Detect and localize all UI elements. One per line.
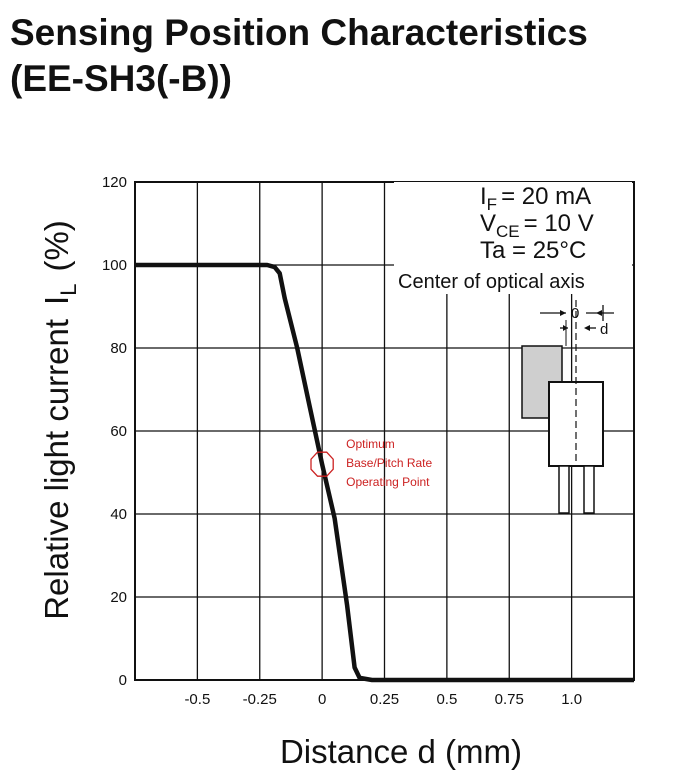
- condition-vce: VCE = 10 V: [480, 210, 594, 241]
- y-tick-label: 20: [110, 589, 127, 606]
- y-tick-label: 0: [119, 672, 127, 689]
- dim-arrowhead-right: [596, 310, 602, 316]
- y-axis-symbol-sub: L: [56, 284, 81, 296]
- sensor-diagram: 0 d: [521, 300, 614, 514]
- y-tick-label: 60: [110, 423, 127, 440]
- inset-d-label: d: [600, 321, 608, 338]
- annotation-line-3: Operating Point: [346, 475, 430, 489]
- x-tick-labels: -0.5 -0.25 0 0.25 0.5 0.75 1.0: [184, 691, 582, 708]
- inset-zero-label: 0: [571, 305, 579, 322]
- y-tick-label: 80: [110, 340, 127, 357]
- y-axis-title: Relative light current IL (%): [38, 220, 81, 620]
- series-line: [135, 262, 634, 683]
- page-title-line2: (EE-SH3(-B)): [10, 58, 232, 99]
- condition-if: IF = 20 mA: [480, 183, 591, 214]
- sensor-lead-left: [558, 465, 570, 514]
- annotation-line-2: Base/Pitch Rate: [346, 456, 432, 470]
- y-axis-title-main: Relative light current: [38, 319, 75, 620]
- y-tick-label: 120: [102, 174, 127, 191]
- y-tick-labels: 0 20 40 60 80 100 120: [102, 174, 127, 689]
- y-axis-symbol: I: [38, 296, 75, 305]
- page-title: Sensing Position Characteristics (EE-SH3…: [10, 10, 588, 102]
- x-tick-label: -0.5: [184, 691, 210, 708]
- x-tick-label: 0.5: [436, 691, 457, 708]
- conditions-box: [394, 182, 632, 294]
- x-tick-label: 0.25: [370, 691, 399, 708]
- d-arrowhead-right: [584, 325, 590, 331]
- sensor-lead-right: [583, 465, 595, 514]
- operating-point-annotation: Optimum Base/Pitch Rate Operating Point: [310, 437, 432, 489]
- x-tick-label: 0.75: [495, 691, 524, 708]
- y-tick-label: 40: [110, 506, 127, 523]
- x-axis-title: Distance d (mm): [280, 733, 522, 770]
- dim-arrowhead-left: [560, 310, 566, 316]
- x-tick-label: 0: [318, 691, 326, 708]
- x-tick-label: 1.0: [561, 691, 582, 708]
- y-tick-label: 100: [102, 257, 127, 274]
- operating-point-marker: [310, 451, 334, 477]
- annotation-line-1: Optimum: [346, 437, 395, 451]
- optical-axis-label: Center of optical axis: [398, 271, 585, 293]
- condition-ta: Ta = 25°C: [480, 237, 586, 264]
- page-title-line1: Sensing Position Characteristics: [10, 12, 588, 53]
- x-tick-label: -0.25: [243, 691, 277, 708]
- y-axis-unit: (%): [38, 220, 75, 271]
